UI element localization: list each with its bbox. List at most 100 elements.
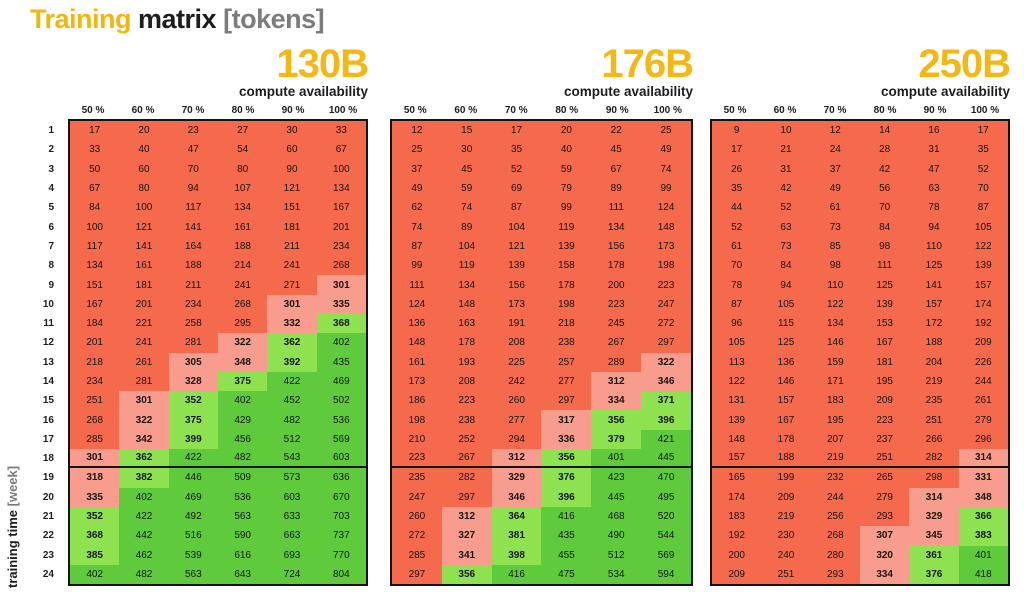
matrix-cell: 346 xyxy=(641,371,691,392)
matrix-cell: 643 xyxy=(217,564,268,585)
matrix-cell: 188 xyxy=(761,449,811,469)
matrix-cell: 134 xyxy=(316,178,366,199)
matrix-cell: 134 xyxy=(217,198,268,218)
matrix-cell: 534 xyxy=(591,564,642,585)
matrix-cell: 60 xyxy=(267,140,317,160)
matrix-cell: 335 xyxy=(316,294,366,314)
matrix-cell: 21 xyxy=(761,140,811,160)
matrix-cell: 295 xyxy=(217,313,268,334)
matrix-cell: 209 xyxy=(958,333,1008,353)
matrix-cell: 105 xyxy=(958,217,1008,237)
matrix-cell: 594 xyxy=(641,564,691,585)
matrix-cell: 136 xyxy=(392,313,442,334)
matrix-cell: 198 xyxy=(641,256,691,276)
matrix-cell: 235 xyxy=(909,391,959,411)
week-row-label: 8 xyxy=(48,260,54,272)
matrix-cell: 23 xyxy=(168,121,218,141)
matrix-cell: 379 xyxy=(591,429,642,450)
matrix-cell: 366 xyxy=(958,506,1008,527)
matrix-cell: 33 xyxy=(316,121,366,141)
matrix-cell: 165 xyxy=(712,468,762,488)
matrix-cell: 99 xyxy=(641,178,691,199)
column-header: 60 % xyxy=(773,104,797,116)
matrix-cell: 181 xyxy=(119,275,169,295)
week-row-label: 10 xyxy=(42,298,54,310)
matrix-cell: 89 xyxy=(591,178,642,199)
matrix-cell: 445 xyxy=(591,487,642,507)
matrix-cell: 157 xyxy=(761,391,811,411)
matrix-cell: 282 xyxy=(441,468,492,488)
matrix-cell: 536 xyxy=(316,410,366,430)
matrix-cell: 382 xyxy=(119,468,169,488)
matrix-cell: 100 xyxy=(70,217,120,237)
week-row-label: 2 xyxy=(48,144,54,156)
week-row-label: 6 xyxy=(48,221,54,233)
week-row-label: 11 xyxy=(43,318,54,330)
title-word-tokens: [tokens] xyxy=(223,4,325,34)
matrix-cell: 148 xyxy=(641,217,691,237)
matrix-cell: 341 xyxy=(441,545,492,565)
matrix-cell: 422 xyxy=(168,449,218,469)
matrix-cell: 516 xyxy=(168,526,218,546)
week-row-label: 23 xyxy=(42,549,54,561)
matrix-cell: 520 xyxy=(641,506,691,527)
matrix-cell: 163 xyxy=(441,313,492,334)
column-header: 80 % xyxy=(555,104,579,116)
matrix-cell: 122 xyxy=(958,236,1008,257)
matrix-cell: 80 xyxy=(119,178,169,199)
matrix-cell: 268 xyxy=(217,294,268,314)
matrix-cell: 356 xyxy=(441,564,492,585)
matrix-cell: 334 xyxy=(859,564,910,585)
matrix-cell: 117 xyxy=(70,236,120,257)
matrix-cell: 12 xyxy=(810,121,860,141)
matrix-cell: 475 xyxy=(541,564,592,585)
matrix-cell: 10 xyxy=(761,121,811,141)
matrix-cell: 232 xyxy=(810,468,860,488)
matrix-cell: 61 xyxy=(810,198,860,218)
matrix-cell: 314 xyxy=(909,487,959,507)
matrix-cell: 153 xyxy=(859,313,910,334)
matrix-cell: 98 xyxy=(810,256,860,276)
column-header: 80 % xyxy=(873,104,897,116)
matrix-cell: 502 xyxy=(316,391,366,411)
matrix-cell: 392 xyxy=(267,352,317,372)
matrix-cell: 223 xyxy=(591,294,642,314)
matrix-cell: 804 xyxy=(316,564,366,585)
matrix-cell: 445 xyxy=(641,449,691,469)
matrix-cell: 193 xyxy=(441,352,492,372)
column-header: 100 % xyxy=(653,104,682,116)
matrix-cell: 104 xyxy=(441,236,492,257)
matrix-cell: 279 xyxy=(859,487,910,507)
matrix-cell: 74 xyxy=(392,217,442,237)
matrix-cell: 40 xyxy=(119,140,169,160)
matrix-cell: 110 xyxy=(810,275,860,295)
matrix-cell: 201 xyxy=(119,294,169,314)
matrix-cell: 268 xyxy=(316,256,366,276)
matrix-cell: 139 xyxy=(491,256,542,276)
matrix-cell: 204 xyxy=(909,352,959,372)
column-headers: 50 % 60 % 70 % 80 % 90 % 100 % xyxy=(390,101,693,119)
matrix-cell: 90 xyxy=(267,159,317,179)
matrix-cell: 25 xyxy=(392,140,442,160)
matrix-cell: 422 xyxy=(267,371,317,392)
matrix-cell: 362 xyxy=(119,449,169,469)
matrix-cell: 396 xyxy=(541,487,592,507)
matrix-cell: 99 xyxy=(541,198,592,218)
matrix-cell: 78 xyxy=(909,198,959,218)
matrix-cell: 210 xyxy=(392,429,442,450)
matrix-cell: 371 xyxy=(641,391,691,411)
matrix-cell: 277 xyxy=(491,410,542,430)
matrix-cell: 50 xyxy=(70,159,120,179)
matrix-cell: 462 xyxy=(119,545,169,565)
matrix-cell: 178 xyxy=(541,275,592,295)
matrix-cell: 99 xyxy=(392,256,442,276)
matrix-cell: 332 xyxy=(267,313,317,334)
matrix-cell: 67 xyxy=(591,159,642,179)
matrix-cell: 244 xyxy=(810,487,860,507)
matrix-cell: 247 xyxy=(641,294,691,314)
week-row-label: 16 xyxy=(42,414,54,426)
matrix-cell: 200 xyxy=(712,545,762,565)
matrix-cell: 20 xyxy=(541,121,592,141)
matrix-cell: 73 xyxy=(810,217,860,237)
matrix-cell: 296 xyxy=(958,429,1008,450)
